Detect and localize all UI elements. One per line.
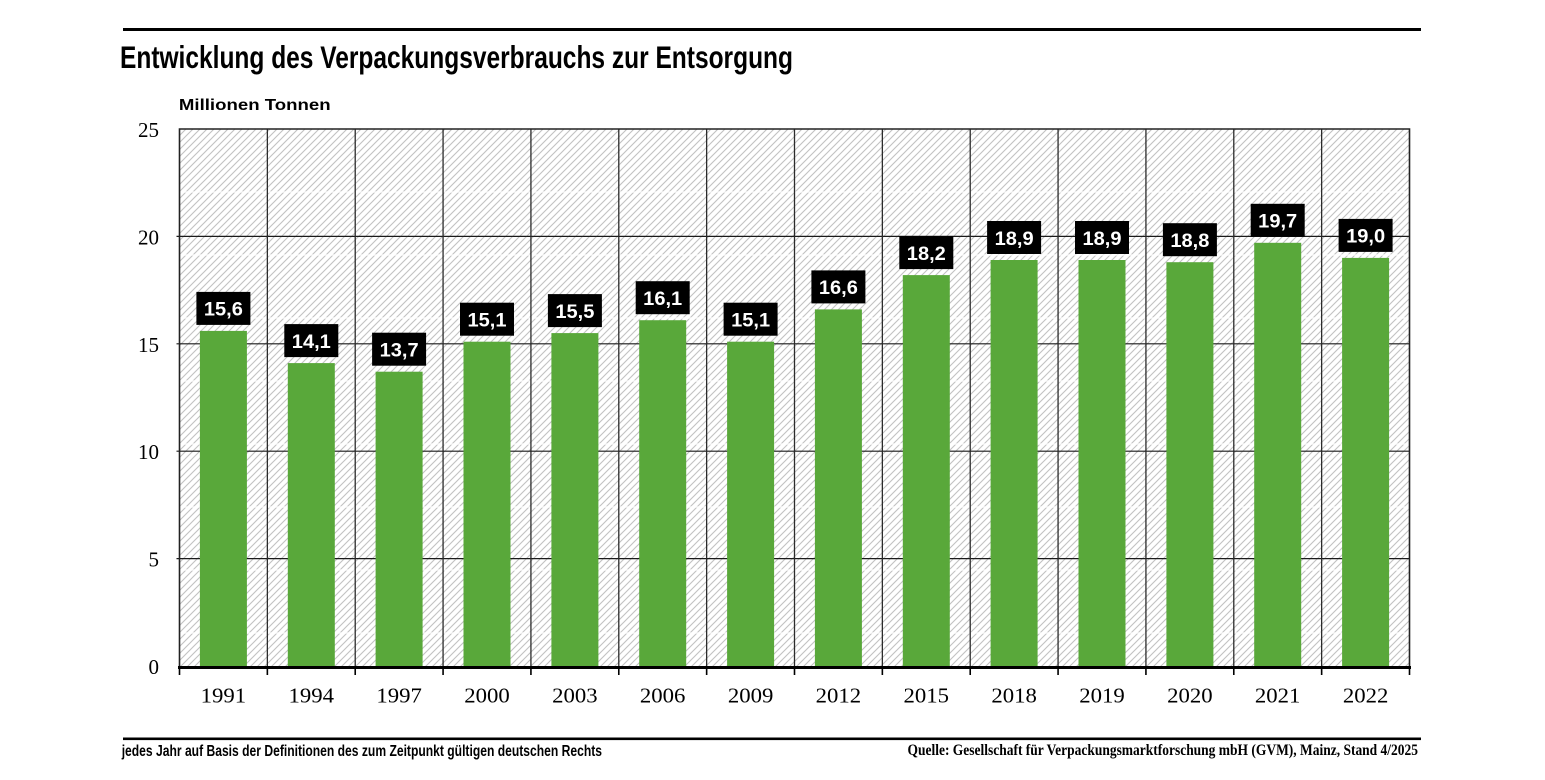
svg-text:18,2: 18,2 xyxy=(907,243,946,265)
svg-text:15,5: 15,5 xyxy=(555,301,594,323)
svg-text:10: 10 xyxy=(138,440,159,464)
svg-text:2019: 2019 xyxy=(1079,684,1125,708)
svg-text:1994: 1994 xyxy=(289,684,335,708)
svg-text:18,9: 18,9 xyxy=(1083,228,1122,250)
svg-text:19,0: 19,0 xyxy=(1346,226,1385,248)
svg-text:25: 25 xyxy=(138,118,159,142)
svg-text:1997: 1997 xyxy=(376,684,422,708)
svg-text:14,1: 14,1 xyxy=(292,331,331,353)
svg-text:16,6: 16,6 xyxy=(819,277,858,299)
svg-text:jedes Jahr auf Basis der Defin: jedes Jahr auf Basis der Definitionen de… xyxy=(121,743,602,760)
svg-text:18,8: 18,8 xyxy=(1170,230,1209,252)
svg-text:2015: 2015 xyxy=(904,684,950,708)
svg-text:2009: 2009 xyxy=(728,684,774,708)
svg-text:18,9: 18,9 xyxy=(995,228,1034,250)
svg-text:5: 5 xyxy=(149,548,160,572)
svg-text:2000: 2000 xyxy=(464,684,510,708)
svg-text:2018: 2018 xyxy=(991,684,1037,708)
svg-text:2012: 2012 xyxy=(816,684,862,708)
svg-text:16,1: 16,1 xyxy=(643,288,682,310)
svg-text:Entwicklung des Verpackungsver: Entwicklung des Verpackungsverbrauchs zu… xyxy=(120,39,793,75)
svg-text:2006: 2006 xyxy=(640,684,686,708)
svg-text:2022: 2022 xyxy=(1343,684,1389,708)
svg-text:15,1: 15,1 xyxy=(731,310,770,332)
svg-text:15: 15 xyxy=(138,333,159,357)
svg-text:1991: 1991 xyxy=(201,684,247,708)
svg-text:13,7: 13,7 xyxy=(380,340,419,362)
svg-text:20: 20 xyxy=(138,225,159,249)
svg-text:15,1: 15,1 xyxy=(468,310,507,332)
svg-text:0: 0 xyxy=(149,655,160,679)
svg-text:2021: 2021 xyxy=(1255,684,1301,708)
svg-text:2003: 2003 xyxy=(552,684,598,708)
svg-text:19,7: 19,7 xyxy=(1258,211,1297,233)
svg-text:2020: 2020 xyxy=(1167,684,1213,708)
svg-text:15,6: 15,6 xyxy=(204,299,243,321)
svg-text:Millionen Tonnen: Millionen Tonnen xyxy=(179,97,331,114)
svg-text:Quelle: Gesellschaft für Verpa: Quelle: Gesellschaft für Verpackungsmark… xyxy=(908,742,1419,759)
